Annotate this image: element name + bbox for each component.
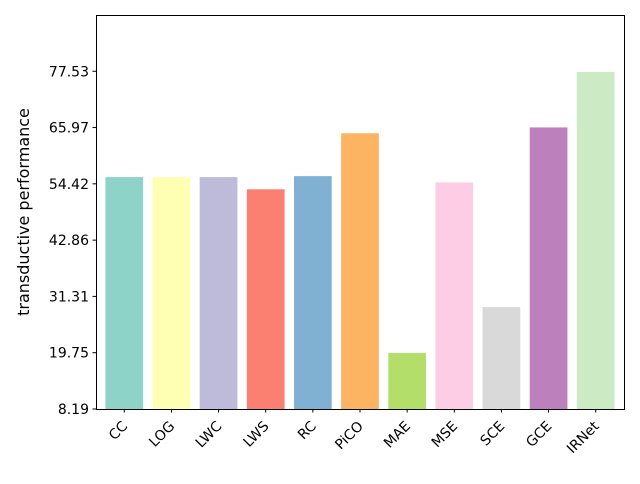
bar-mae <box>388 352 426 409</box>
bar-rc <box>294 176 332 409</box>
x-tick-label: LWC <box>193 418 226 451</box>
x-tick-label: IRNet <box>564 418 603 457</box>
bar-lws <box>246 189 285 409</box>
bar-sce <box>482 307 521 409</box>
bar-pico <box>341 133 379 409</box>
bar-cc <box>105 177 144 409</box>
y-tick-label: 54.42 <box>49 177 89 193</box>
x-tick-label: RC <box>295 418 320 443</box>
x-tick-label: LWS <box>241 418 273 450</box>
x-tick-label: GCE <box>523 419 555 451</box>
x-tick-label: CC <box>106 418 131 443</box>
y-axis: 8.19 19.75 31.31 42.86 54.42 65.97 77.53 <box>49 64 96 418</box>
x-tick-label: MSE <box>429 419 461 451</box>
x-tick-label: MAE <box>381 419 414 452</box>
x-tick-label: LOG <box>146 419 178 451</box>
x-axis: CC LOG LWC LWS RC PiCO MAE MSE SCE GCE IRNet <box>106 409 603 457</box>
bar-gce <box>529 127 568 410</box>
y-tick-label: 8.19 <box>58 402 89 418</box>
bar-irnet <box>576 71 615 409</box>
y-tick-label: 19.75 <box>49 346 89 362</box>
bars-layer <box>105 71 615 410</box>
bar-mse <box>435 182 474 409</box>
y-tick-label: 65.97 <box>49 121 89 137</box>
y-tick-label: 42.86 <box>49 233 89 249</box>
y-tick-label: 31.31 <box>49 289 89 305</box>
y-axis-label: transductive performance <box>14 108 33 316</box>
bar-log <box>152 177 191 409</box>
x-tick-label: PiCO <box>332 419 367 454</box>
y-tick-label: 77.53 <box>49 64 89 80</box>
bar-lwc <box>199 177 238 409</box>
x-tick-label: SCE <box>477 419 508 450</box>
